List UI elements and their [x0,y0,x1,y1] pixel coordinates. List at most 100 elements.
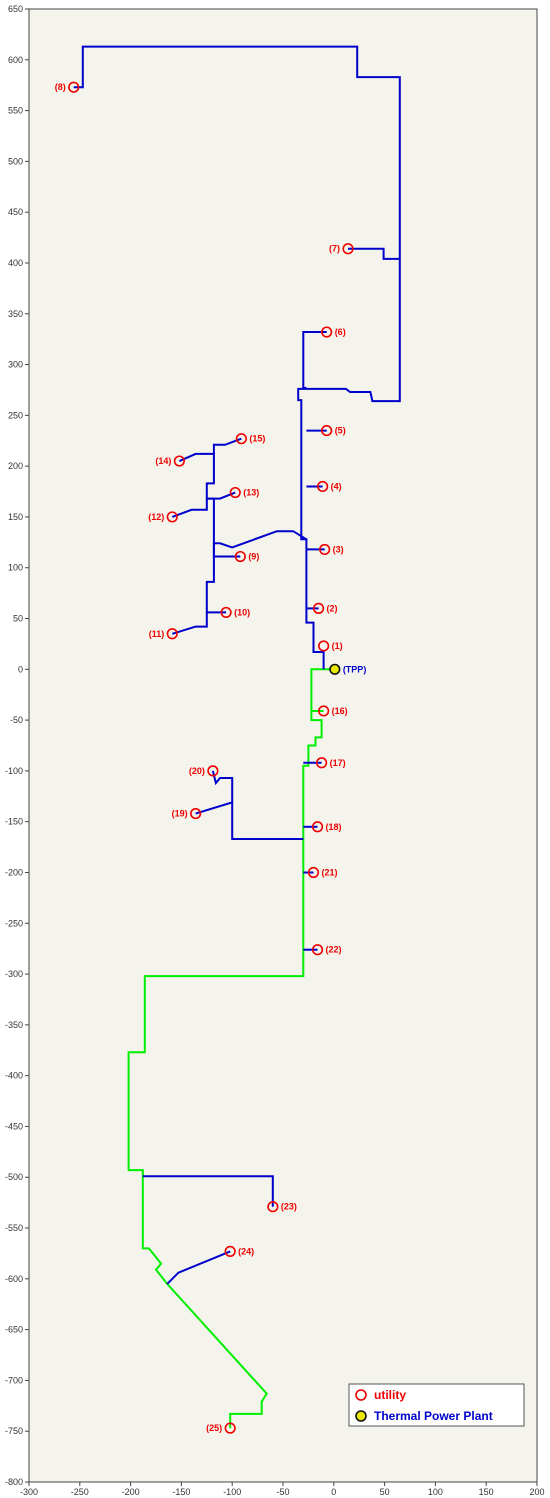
utility-marker [173,455,185,467]
y-tick-label: 500 [8,156,23,166]
y-tick-label: 150 [8,512,23,522]
x-tick-label: -300 [20,1487,38,1497]
green-network-line [127,668,335,1429]
utility-marker [317,480,329,493]
utility-markers: (1) (2) (3) (4) (5) (6) (7) (8) (9) (10) (11) (12) (… [55,81,367,1434]
utility-label: (12) [148,512,164,522]
utility-label: (18) [326,822,342,832]
power-plant-marker [329,663,341,675]
utility-marker [224,1245,236,1257]
utility-marker [342,243,354,255]
blue-network-line [171,497,215,544]
utility-marker [68,81,80,93]
blue-network-line [212,437,242,454]
y-tick-label: -650 [5,1325,23,1335]
x-tick-label: 150 [479,1487,494,1497]
utility-label: (11) [149,629,165,639]
utility-marker [224,1422,236,1434]
utility-marker [190,807,202,820]
y-tick-label: 250 [8,410,23,420]
utility-marker [267,1201,279,1213]
utility-label: (2) [327,603,338,613]
x-tick-label: -250 [71,1487,89,1497]
legend: utility Thermal Power Plant [348,1383,525,1427]
utility-label: (5) [335,426,346,436]
utility-label: (6) [335,327,346,337]
y-tick-label: -600 [5,1274,23,1284]
utility-label: (15) [249,434,265,444]
y-tick-label: -750 [5,1426,23,1436]
y-tick-label: 100 [8,563,23,573]
y-tick-label: 300 [8,360,23,370]
x-tick-label: 200 [529,1487,544,1497]
blue-network-line [302,331,327,389]
y-tick-label: 50 [13,614,23,624]
utility-label: (13) [243,488,259,498]
y-tick-label: -150 [5,817,23,827]
utility-marker [207,765,219,777]
x-tick-label: 0 [331,1487,336,1497]
y-tick-label: 600 [8,55,23,65]
utility-marker [321,424,333,437]
blue-network-line [73,45,401,670]
y-tick-label: 450 [8,207,23,217]
utility-marker [311,821,324,833]
blue-network-line [166,1250,231,1285]
x-tick-label: -100 [223,1487,241,1497]
y-tick-label: -400 [5,1071,23,1081]
x-tick-label: 50 [380,1487,390,1497]
y-tick-label: -50 [10,715,23,725]
utility-label: (9) [248,552,259,562]
network-lines [73,45,401,1429]
utility-label: (23) [281,1202,297,1212]
blue-network-line [178,452,215,499]
y-tick-label: -700 [5,1375,23,1385]
blue-network-line [211,770,234,803]
utility-marker [229,486,241,499]
y-tick-label: 550 [8,106,23,116]
utility-label: (10) [234,607,250,617]
utility-marker [318,640,330,652]
blue-network-line [205,543,227,614]
utility-label: (3) [333,544,344,554]
utility-marker [220,606,232,619]
utility-marker [166,511,178,523]
utility-label: (17) [330,758,346,768]
utility-label: (24) [238,1246,254,1256]
blue-network-line [348,247,400,260]
y-tick-label: 400 [8,258,23,268]
y-tick-label: 350 [8,309,23,319]
power-plant-label: (TPP) [343,664,367,674]
y-tick-label: 0 [18,664,23,674]
x-tick-label: -50 [276,1487,289,1497]
blue-network-line [172,612,208,635]
utility-marker [316,757,328,769]
utility-label: (4) [331,481,342,491]
y-tick-label: -500 [5,1172,23,1182]
utility-marker [312,602,325,614]
x-tick-label: -150 [172,1487,190,1497]
legend-label: Thermal Power Plant [374,1409,493,1423]
utility-marker [318,705,330,717]
blue-network-line [142,1175,274,1207]
utility-label: (1) [332,641,343,651]
y-tick-label: -300 [5,969,23,979]
plot-area [28,8,538,1483]
utility-label: (14) [155,456,171,466]
utility-marker [311,944,324,956]
utility-marker [307,866,320,879]
utility-label: (19) [172,809,188,819]
utility-label: (22) [326,945,342,955]
utility-marker [321,326,333,338]
utility-marker [234,550,246,563]
blue-network-line [195,801,304,840]
utility-label: (21) [321,867,337,877]
legend-label: utility [374,1388,406,1402]
x-tick-label: -200 [122,1487,140,1497]
y-tick-label: -800 [5,1477,23,1487]
x-tick-label: 100 [428,1487,443,1497]
utility-label: (7) [329,244,340,254]
utility-marker [319,543,331,556]
y-tick-label: -200 [5,867,23,877]
